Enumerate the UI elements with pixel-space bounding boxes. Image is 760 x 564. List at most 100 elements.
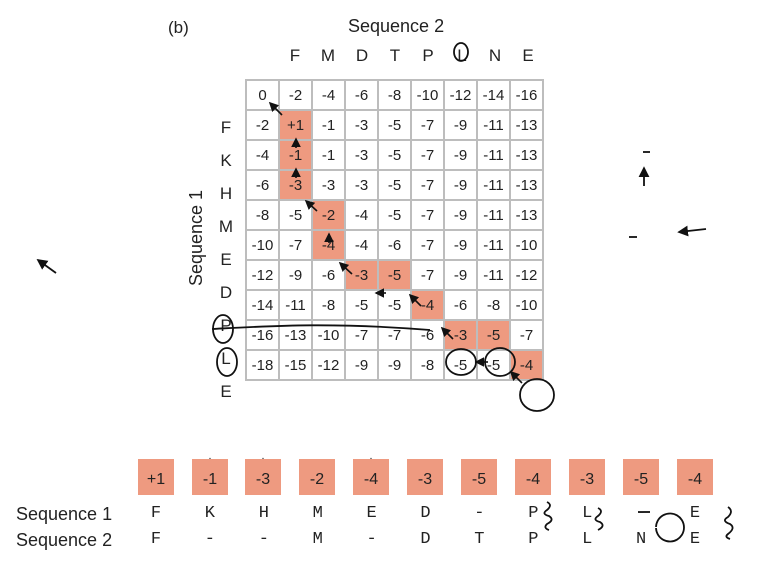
alignment-char: - bbox=[258, 530, 269, 549]
alignment-char: D bbox=[420, 530, 431, 549]
matrix-cell: -2 bbox=[311, 199, 346, 231]
alignment-char: E bbox=[689, 530, 701, 549]
matrix-cell: -3 bbox=[344, 259, 379, 291]
matrix-cell: -4 bbox=[311, 79, 346, 111]
alignment-char: M bbox=[312, 504, 323, 523]
matrix-cell: -13 bbox=[509, 109, 544, 141]
circle-mark-N bbox=[655, 512, 685, 543]
alignment-char: F bbox=[150, 530, 162, 549]
matrix-cell: -7 bbox=[410, 139, 445, 171]
alignment-char: E bbox=[689, 504, 701, 523]
row-header: E bbox=[220, 382, 232, 401]
row-header: F bbox=[220, 118, 232, 137]
matrix-cell: -9 bbox=[377, 349, 412, 381]
path-score-box: -3 bbox=[569, 459, 605, 495]
alignment-char: P bbox=[528, 530, 539, 549]
matrix-cell: -9 bbox=[344, 349, 379, 381]
matrix-cell: -1 bbox=[311, 139, 346, 171]
matrix-cell: -11 bbox=[476, 259, 511, 291]
path-score-box: -5 bbox=[461, 459, 497, 495]
matrix-cell: -12 bbox=[245, 259, 280, 291]
matrix-cell: -7 bbox=[278, 229, 313, 261]
alignment-char: T bbox=[474, 530, 485, 549]
column-header: T bbox=[389, 46, 401, 65]
column-header: F bbox=[289, 46, 301, 65]
left-arrow-icon bbox=[677, 225, 707, 237]
matrix-cell: -10 bbox=[410, 79, 445, 111]
sequence2-title: Sequence 2 bbox=[348, 16, 445, 36]
matrix-cell: -9 bbox=[443, 259, 478, 291]
matrix-cell: -4 bbox=[344, 229, 379, 261]
matrix-cell: -8 bbox=[245, 199, 280, 231]
matrix-cell: -7 bbox=[410, 109, 445, 141]
matrix-cell: -5 bbox=[278, 199, 313, 231]
matrix-cell: -13 bbox=[509, 169, 544, 201]
matrix-cell: -7 bbox=[410, 259, 445, 291]
matrix-cell: -6 bbox=[410, 319, 445, 351]
alignment-char: L bbox=[582, 504, 593, 523]
matrix-cell: -9 bbox=[443, 229, 478, 261]
column-header: D bbox=[355, 46, 369, 65]
path-score-box: -4 bbox=[353, 459, 389, 495]
matrix-cell: -6 bbox=[245, 169, 280, 201]
matrix-cell: -11 bbox=[476, 229, 511, 261]
matrix-cell: -7 bbox=[410, 229, 445, 261]
matrix-cell: -13 bbox=[509, 199, 544, 231]
matrix-cell: -4 bbox=[509, 349, 544, 381]
matrix-cell: -9 bbox=[443, 139, 478, 171]
panel-label: (b) bbox=[168, 18, 189, 37]
row-header: L bbox=[221, 349, 231, 368]
matrix-cell: -10 bbox=[245, 229, 280, 261]
matrix-cell: -2 bbox=[245, 109, 280, 141]
matrix-cell: -8 bbox=[410, 349, 445, 381]
matrix-cell: -11 bbox=[476, 109, 511, 141]
column-header: E bbox=[522, 46, 534, 65]
row-header: E bbox=[220, 250, 232, 269]
matrix-cell: -7 bbox=[344, 319, 379, 351]
matrix-cell: -15 bbox=[278, 349, 313, 381]
alignment-char: - bbox=[366, 530, 377, 549]
matrix-cell: -11 bbox=[278, 289, 313, 321]
path-score-box: -3 bbox=[407, 459, 443, 495]
path-score-box: -4 bbox=[515, 459, 551, 495]
alignment-char: D bbox=[420, 504, 431, 523]
matrix-cell: -7 bbox=[509, 319, 544, 351]
path-score-box: -2 bbox=[299, 459, 335, 495]
matrix-cell: -5 bbox=[377, 109, 412, 141]
alignment-char: M bbox=[312, 530, 323, 549]
column-header: P bbox=[422, 46, 434, 65]
matrix-cell: -5 bbox=[476, 319, 511, 351]
matrix-cell: -7 bbox=[410, 169, 445, 201]
path-score-box: -3 bbox=[245, 459, 281, 495]
matrix-cell: -4 bbox=[410, 289, 445, 321]
alignment-char: F bbox=[150, 504, 162, 523]
matrix-cell: -4 bbox=[245, 139, 280, 171]
matrix-cell: -12 bbox=[443, 79, 478, 111]
matrix-cell: -9 bbox=[443, 169, 478, 201]
matrix-cell: -8 bbox=[377, 79, 412, 111]
alignment-char: H bbox=[258, 504, 269, 523]
alignment-char: - bbox=[204, 530, 215, 549]
score-matrix: 0 -2 -4 -6 -8 -10 -12 -14 -16 -2 +1 -1 -3 -5 -7 -9 -11 -1… bbox=[245, 79, 544, 381]
matrix-cell: -5 bbox=[377, 139, 412, 171]
path-score-box: +1 bbox=[138, 459, 174, 495]
circle-mark-L bbox=[453, 42, 469, 62]
circle-mark-cell bbox=[445, 348, 477, 376]
matrix-cell: -11 bbox=[476, 169, 511, 201]
matrix-cell: -12 bbox=[509, 259, 544, 291]
traceback-arrows bbox=[268, 101, 523, 384]
circle-mark-L-row bbox=[216, 347, 238, 377]
matrix-cell: -6 bbox=[443, 289, 478, 321]
strike-line bbox=[211, 324, 431, 331]
matrix-cell: -13 bbox=[509, 139, 544, 171]
matrix-cell: -10 bbox=[509, 229, 544, 261]
path-score-box: -5 bbox=[623, 459, 659, 495]
column-header: L bbox=[457, 46, 467, 65]
path-score-box: -4 bbox=[677, 459, 713, 495]
alignment-char: L bbox=[582, 530, 593, 549]
matrix-cell: -5 bbox=[377, 199, 412, 231]
matrix-cell: -12 bbox=[311, 349, 346, 381]
matrix-cell: -16 bbox=[509, 79, 544, 111]
matrix-cell: -5 bbox=[377, 259, 412, 291]
alignment-seq2-label: Sequence 2 bbox=[16, 530, 113, 550]
